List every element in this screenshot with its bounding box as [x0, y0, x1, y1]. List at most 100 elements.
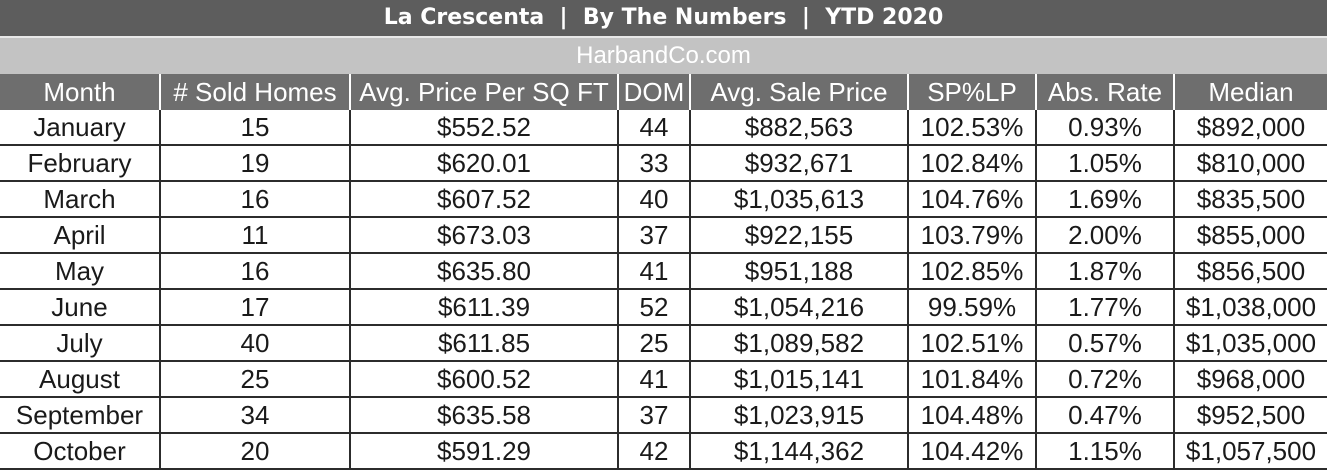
cell-price-per-sqft: $635.80 [350, 253, 619, 290]
table-row: May 16 $635.80 41 $951,188 102.85% 1.87%… [0, 253, 1327, 290]
cell-month: October [0, 433, 161, 470]
table-row: June 17 $611.39 52 $1,054,216 99.59% 1.7… [0, 289, 1327, 326]
column-header-price-per-sqft: Avg. Price Per SQ FT [350, 74, 619, 110]
cell-sp-lp: 104.76% [908, 181, 1037, 218]
cell-dom: 52 [618, 289, 691, 326]
cell-month: August [0, 361, 161, 398]
column-header-abs-rate: Abs. Rate [1036, 74, 1175, 110]
cell-median: $1,038,000 [1174, 289, 1327, 326]
cell-dom: 41 [618, 361, 691, 398]
cell-abs-rate: 0.93% [1036, 110, 1175, 146]
cell-median: $856,500 [1174, 253, 1327, 290]
cell-month: January [0, 110, 161, 146]
cell-dom: 25 [618, 325, 691, 362]
cell-price-per-sqft: $620.01 [350, 145, 619, 182]
cell-median: $855,000 [1174, 217, 1327, 254]
cell-sp-lp: 102.85% [908, 253, 1037, 290]
header-row: Month # Sold Homes Avg. Price Per SQ FT … [0, 74, 1327, 110]
cell-abs-rate: 1.69% [1036, 181, 1175, 218]
cell-avg-sale-price: $951,188 [690, 253, 909, 290]
cell-avg-sale-price: $1,015,141 [690, 361, 909, 398]
cell-median: $1,035,000 [1174, 325, 1327, 362]
table-row: April 11 $673.03 37 $922,155 103.79% 2.0… [0, 217, 1327, 254]
cell-dom: 44 [618, 110, 691, 146]
cell-price-per-sqft: $591.29 [350, 433, 619, 470]
cell-median: $968,000 [1174, 361, 1327, 398]
cell-avg-sale-price: $932,671 [690, 145, 909, 182]
cell-median: $892,000 [1174, 110, 1327, 146]
column-header-dom: DOM [618, 74, 691, 110]
cell-avg-sale-price: $1,035,613 [690, 181, 909, 218]
cell-sp-lp: 104.48% [908, 397, 1037, 434]
cell-median: $952,500 [1174, 397, 1327, 434]
cell-sp-lp: 101.84% [908, 361, 1037, 398]
cell-sp-lp: 104.42% [908, 433, 1037, 470]
cell-price-per-sqft: $611.85 [350, 325, 619, 362]
cell-month: March [0, 181, 161, 218]
cell-median: $835,500 [1174, 181, 1327, 218]
cell-abs-rate: 0.47% [1036, 397, 1175, 434]
cell-sold-homes: 11 [160, 217, 351, 254]
cell-price-per-sqft: $600.52 [350, 361, 619, 398]
cell-sold-homes: 20 [160, 433, 351, 470]
cell-dom: 37 [618, 217, 691, 254]
cell-abs-rate: 0.72% [1036, 361, 1175, 398]
cell-month: May [0, 253, 161, 290]
cell-abs-rate: 0.57% [1036, 325, 1175, 362]
cell-dom: 40 [618, 181, 691, 218]
cell-avg-sale-price: $1,144,362 [690, 433, 909, 470]
cell-sold-homes: 40 [160, 325, 351, 362]
cell-price-per-sqft: $635.58 [350, 397, 619, 434]
table-row: August 25 $600.52 41 $1,015,141 101.84% … [0, 361, 1327, 398]
stats-table: Month # Sold Homes Avg. Price Per SQ FT … [0, 74, 1327, 470]
column-header-sp-lp: SP%LP [908, 74, 1037, 110]
cell-sold-homes: 16 [160, 253, 351, 290]
table-row: September 34 $635.58 37 $1,023,915 104.4… [0, 397, 1327, 434]
column-header-month: Month [0, 74, 161, 110]
cell-abs-rate: 1.77% [1036, 289, 1175, 326]
cell-avg-sale-price: $922,155 [690, 217, 909, 254]
table-row: February 19 $620.01 33 $932,671 102.84% … [0, 145, 1327, 182]
table-row: March 16 $607.52 40 $1,035,613 104.76% 1… [0, 181, 1327, 218]
cell-dom: 33 [618, 145, 691, 182]
cell-abs-rate: 1.05% [1036, 145, 1175, 182]
cell-month: February [0, 145, 161, 182]
cell-median: $1,057,500 [1174, 433, 1327, 470]
cell-avg-sale-price: $1,089,582 [690, 325, 909, 362]
cell-dom: 42 [618, 433, 691, 470]
cell-avg-sale-price: $1,023,915 [690, 397, 909, 434]
website-subtitle: HarbandCo.com [0, 36, 1327, 74]
cell-price-per-sqft: $673.03 [350, 217, 619, 254]
cell-month: April [0, 217, 161, 254]
cell-month: June [0, 289, 161, 326]
cell-sp-lp: 102.53% [908, 110, 1037, 146]
cell-avg-sale-price: $1,054,216 [690, 289, 909, 326]
cell-price-per-sqft: $611.39 [350, 289, 619, 326]
cell-price-per-sqft: $607.52 [350, 181, 619, 218]
cell-dom: 37 [618, 397, 691, 434]
cell-avg-sale-price: $882,563 [690, 110, 909, 146]
cell-sold-homes: 19 [160, 145, 351, 182]
cell-median: $810,000 [1174, 145, 1327, 182]
cell-sold-homes: 15 [160, 110, 351, 146]
cell-sold-homes: 17 [160, 289, 351, 326]
column-header-avg-sale-price: Avg. Sale Price [690, 74, 909, 110]
cell-abs-rate: 2.00% [1036, 217, 1175, 254]
cell-sold-homes: 25 [160, 361, 351, 398]
cell-sp-lp: 103.79% [908, 217, 1037, 254]
table-row: October 20 $591.29 42 $1,144,362 104.42%… [0, 433, 1327, 470]
table-row: July 40 $611.85 25 $1,089,582 102.51% 0.… [0, 325, 1327, 362]
cell-sp-lp: 102.84% [908, 145, 1037, 182]
cell-price-per-sqft: $552.52 [350, 110, 619, 146]
cell-sp-lp: 102.51% [908, 325, 1037, 362]
cell-dom: 41 [618, 253, 691, 290]
cell-abs-rate: 1.87% [1036, 253, 1175, 290]
cell-month: September [0, 397, 161, 434]
cell-month: July [0, 325, 161, 362]
cell-sp-lp: 99.59% [908, 289, 1037, 326]
cell-sold-homes: 16 [160, 181, 351, 218]
column-header-sold-homes: # Sold Homes [160, 74, 351, 110]
cell-abs-rate: 1.15% [1036, 433, 1175, 470]
table-row: January 15 $552.52 44 $882,563 102.53% 0… [0, 110, 1327, 146]
column-header-median: Median [1174, 74, 1327, 110]
